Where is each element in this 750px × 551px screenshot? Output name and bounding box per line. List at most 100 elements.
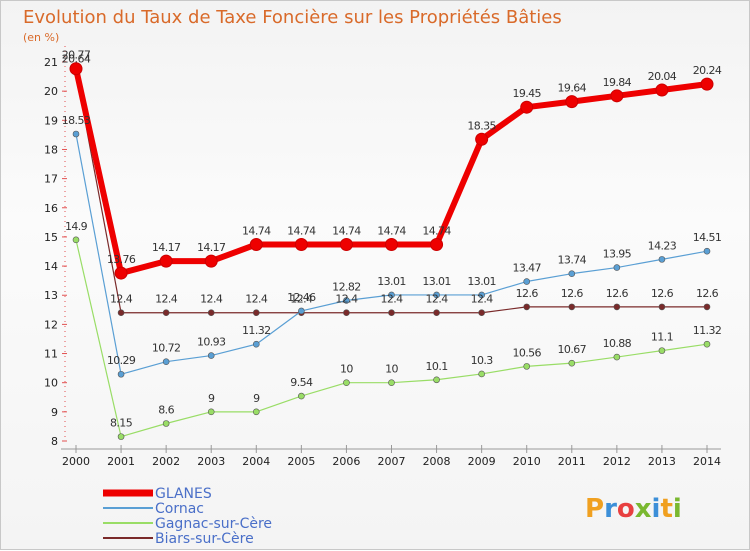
- data-label: 10.67: [558, 343, 587, 356]
- y-tick-label: 20: [44, 85, 58, 98]
- data-point: [72, 130, 80, 138]
- data-label: 14.17: [197, 241, 226, 254]
- logo-letter: o: [617, 494, 635, 524]
- data-point: [207, 352, 215, 359]
- data-label: 12.4: [380, 293, 403, 306]
- data-label: 9: [253, 392, 260, 405]
- x-tick-label: 2006: [332, 455, 360, 468]
- x-tick-label: 2005: [287, 455, 315, 468]
- data-label: 20.24: [693, 64, 722, 77]
- data-point: [568, 303, 576, 311]
- data-point: [613, 353, 621, 361]
- data-label: 10.56: [512, 346, 541, 359]
- data-label: 10: [385, 363, 398, 376]
- chart-title: Evolution du Taux de Taxe Foncière sur l…: [23, 7, 562, 28]
- data-point: [658, 347, 666, 354]
- data-label: 18.35: [467, 119, 496, 132]
- data-point: [207, 309, 215, 317]
- data-label: 12.6: [561, 287, 584, 300]
- data-label: 14.9: [65, 220, 88, 233]
- data-label: 19.45: [512, 87, 541, 100]
- x-tick-label: 2007: [378, 455, 406, 468]
- logo-letter: t: [660, 494, 672, 524]
- data-point: [478, 291, 485, 299]
- y-tick-label: 21: [44, 56, 58, 69]
- data-label: 14.23: [648, 239, 677, 252]
- data-label: 12.46: [287, 291, 316, 304]
- data-point: [703, 247, 711, 255]
- unit-label: (en %): [23, 31, 59, 44]
- data-point: [69, 62, 83, 76]
- data-label: 10.88: [603, 337, 632, 350]
- data-point: [162, 420, 170, 427]
- data-point: [523, 278, 531, 285]
- data-label: 10.3: [471, 354, 494, 367]
- data-point: [703, 340, 711, 348]
- data-label: 12.4: [290, 293, 313, 306]
- y-tick-label: 10: [44, 377, 58, 390]
- data-label: 20.77: [62, 49, 91, 62]
- x-tick-label: 2011: [558, 455, 586, 468]
- data-point: [613, 264, 621, 271]
- y-tick-label: 16: [44, 202, 58, 215]
- data-point: [298, 392, 305, 400]
- data-point: [433, 309, 440, 317]
- logo-letter: P: [585, 494, 604, 524]
- data-point: [568, 359, 576, 367]
- data-point: [658, 303, 666, 311]
- data-label: 9.54: [290, 376, 313, 389]
- data-label: 10.1: [426, 360, 448, 373]
- data-point: [610, 89, 624, 103]
- data-label: 8.15: [110, 417, 133, 430]
- data-label: 12.6: [651, 287, 674, 300]
- data-point: [249, 238, 263, 252]
- data-point: [339, 238, 353, 252]
- logo-letter: x: [635, 494, 652, 524]
- data-point: [388, 291, 395, 299]
- legend: GLANESCornacGagnac-sur-CèreBiars-sur-Cèr…: [103, 486, 272, 547]
- data-label: 12.4: [155, 293, 178, 306]
- data-point: [117, 433, 125, 440]
- x-tick-label: 2014: [693, 455, 721, 468]
- data-point: [655, 83, 669, 97]
- data-point: [114, 266, 128, 280]
- data-label: 12.6: [516, 287, 539, 300]
- x-tick-label: 2013: [648, 455, 676, 468]
- data-label: 12.4: [335, 293, 358, 306]
- data-point: [430, 238, 444, 252]
- proxiti-logo: Proxiti: [585, 494, 682, 524]
- data-point: [294, 238, 308, 252]
- data-point: [478, 309, 485, 317]
- data-point: [433, 291, 440, 299]
- data-point: [520, 100, 534, 114]
- data-point: [658, 256, 666, 263]
- x-tick-label: 2004: [242, 455, 270, 468]
- data-label: 10: [340, 363, 353, 376]
- x-tick-label: 2000: [62, 455, 90, 468]
- data-point: [523, 363, 531, 370]
- legend-label: Gagnac-sur-Cère: [155, 516, 272, 532]
- data-point: [343, 297, 350, 304]
- data-label: 14.17: [152, 241, 181, 254]
- data-label: 12.4: [426, 293, 449, 306]
- x-tick-label: 2009: [468, 455, 496, 468]
- y-tick-label: 9: [51, 406, 58, 419]
- data-point: [207, 408, 215, 416]
- y-tick-label: 8: [51, 435, 58, 448]
- data-label: 11.32: [242, 324, 271, 337]
- data-point: [343, 309, 350, 317]
- data-point: [117, 370, 125, 378]
- data-point: [613, 303, 621, 311]
- y-tick-label: 17: [44, 173, 58, 186]
- x-tick-label: 2001: [107, 455, 135, 468]
- data-label: 12.82: [332, 280, 361, 293]
- data-point: [388, 379, 395, 386]
- data-point: [252, 309, 260, 317]
- data-point: [252, 408, 260, 416]
- data-label: 12.6: [606, 287, 629, 300]
- data-point: [388, 309, 395, 317]
- legend-label: Biars-sur-Cère: [155, 531, 254, 547]
- data-point: [343, 379, 350, 386]
- data-label: 13.01: [422, 275, 451, 288]
- data-point: [433, 376, 440, 384]
